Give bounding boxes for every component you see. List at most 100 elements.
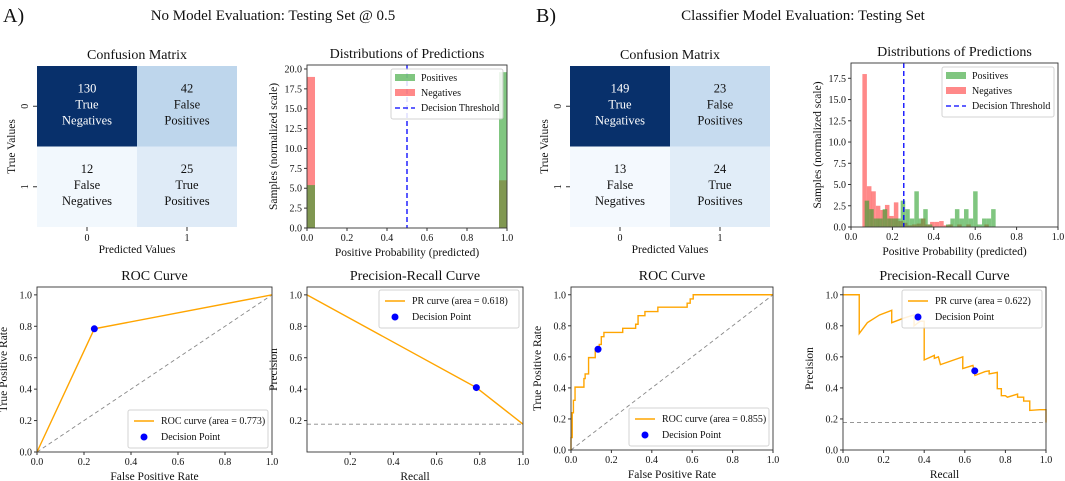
positives-bar bbox=[882, 209, 888, 227]
y-tick-label: 0.6 bbox=[20, 353, 33, 364]
y-tick-label: 12.5 bbox=[829, 116, 847, 127]
y-tick-label: 0.2 bbox=[20, 416, 33, 427]
cell-text: False bbox=[174, 97, 201, 111]
negatives-bar bbox=[966, 224, 971, 227]
negatives-bar bbox=[875, 205, 881, 227]
cell-text: Negatives bbox=[62, 113, 112, 127]
legend-label: Decision Point bbox=[935, 312, 994, 323]
positives-bar bbox=[982, 218, 987, 227]
x-tick-label: 0.6 bbox=[969, 232, 982, 243]
legend-label: PR curve (area = 0.622) bbox=[935, 296, 1031, 307]
y-tick-label: 1.0 bbox=[20, 290, 33, 301]
cell-text: 130 bbox=[78, 81, 97, 95]
negatives-bar bbox=[898, 221, 903, 227]
decision-point-legend-swatch bbox=[914, 313, 922, 321]
y-tick-label: 15.0 bbox=[829, 95, 847, 106]
chart-title: ROC Curve bbox=[121, 269, 188, 284]
negatives-bar bbox=[880, 210, 885, 227]
axes-frame bbox=[36, 286, 273, 453]
x-axis-label: Positive Probability (predicted) bbox=[882, 246, 1027, 258]
y-tick-label: 10.0 bbox=[829, 138, 847, 149]
y-tick-label: 0.2 bbox=[554, 414, 567, 425]
cell-text: 24 bbox=[714, 162, 727, 176]
legend-box bbox=[901, 289, 1043, 329]
y-tick-label: 0 bbox=[553, 104, 564, 109]
y-tick-label: 2.5 bbox=[834, 201, 847, 212]
matrix-cell bbox=[37, 66, 137, 147]
x-tick-label: 0.0 bbox=[837, 455, 850, 466]
positives-bar bbox=[891, 218, 897, 227]
x-axis-label: Recall bbox=[930, 469, 959, 481]
panel-a-title: No Model Evaluation: Testing Set @ 0.5 bbox=[151, 8, 396, 24]
x-tick-label: 0.2 bbox=[886, 232, 899, 243]
matrix-cell bbox=[670, 66, 770, 147]
negatives-legend-swatch bbox=[395, 89, 415, 96]
cell-text: False bbox=[607, 178, 634, 192]
chance-diagonal-line bbox=[570, 294, 774, 451]
y-tick-label: 0 bbox=[20, 104, 31, 109]
legend-label: PR curve (area = 0.618) bbox=[412, 296, 508, 307]
x-tick-label: 0.4 bbox=[381, 233, 394, 244]
cell-text: False bbox=[74, 178, 101, 192]
chart-title: Distributions of Predictions bbox=[330, 47, 485, 62]
y-axis-label: Samples (normalized scale) bbox=[812, 81, 824, 208]
y-axis-label: True Values bbox=[6, 119, 18, 174]
negatives-bar bbox=[884, 204, 890, 227]
positives-bar bbox=[991, 209, 996, 227]
legend-label: Negatives bbox=[421, 88, 461, 99]
y-axis-label: Precision bbox=[804, 347, 816, 390]
y-tick-label: 0.0 bbox=[834, 223, 847, 234]
x-tick-label: 0 bbox=[85, 233, 90, 244]
roc-curve-line bbox=[570, 294, 773, 450]
positives-bar bbox=[887, 218, 892, 227]
x-tick-label: 0.4 bbox=[125, 457, 138, 468]
positives-bar bbox=[968, 218, 974, 227]
positives-bar bbox=[878, 218, 883, 227]
cell-text: True bbox=[75, 97, 99, 111]
x-axis-label: Positive Probability (predicted) bbox=[335, 247, 480, 259]
cmA-chart: Confusion Matrix Predicted Values True Val… bbox=[6, 48, 237, 256]
y-tick-label: 0.6 bbox=[826, 352, 839, 363]
cell-text: Positives bbox=[164, 194, 209, 208]
axes-frame bbox=[306, 64, 508, 229]
x-tick-label: 0.8 bbox=[1010, 232, 1023, 243]
cell-text: Positives bbox=[697, 113, 742, 127]
positives-bar bbox=[950, 218, 955, 227]
matrix-cell bbox=[670, 146, 770, 227]
positives-legend-swatch bbox=[395, 74, 415, 81]
y-tick-label: 7.5 bbox=[834, 159, 847, 170]
x-axis-label: False Positive Rate bbox=[110, 471, 198, 481]
rocA-chart: ROC Curve False Positive Rate True Positiv… bbox=[0, 269, 278, 481]
pr-curve-line bbox=[843, 294, 1047, 423]
y-tick-label: 0.2 bbox=[826, 414, 839, 425]
cell-text: 149 bbox=[611, 81, 630, 95]
x-tick-label: 0.6 bbox=[172, 457, 185, 468]
negatives-bar bbox=[862, 74, 867, 227]
cell-text: 13 bbox=[614, 162, 627, 176]
cmB-chart: Confusion Matrix Predicted Values True Val… bbox=[539, 48, 770, 256]
chart-title: Precision-Recall Curve bbox=[350, 269, 480, 284]
cell-text: 25 bbox=[181, 162, 194, 176]
cell-text: 42 bbox=[181, 81, 194, 95]
cell-text: True bbox=[175, 178, 199, 192]
positives-bar bbox=[864, 200, 870, 227]
legend-label: ROC curve (area = 0.855) bbox=[662, 414, 766, 425]
chart-title: Confusion Matrix bbox=[87, 48, 187, 63]
decision-point-legend-swatch bbox=[391, 313, 399, 321]
positives-bar bbox=[954, 209, 960, 227]
y-tick-label: 2.5 bbox=[290, 204, 303, 215]
x-tick-label: 0.4 bbox=[918, 455, 931, 466]
y-tick-label: 0.8 bbox=[554, 321, 567, 332]
y-tick-label: 1.0 bbox=[826, 290, 839, 301]
prB-chart: Precision-Recall Curve Recall Precision 0.0… bbox=[804, 269, 1052, 481]
x-tick-label: 0.2 bbox=[78, 457, 91, 468]
negatives-bar bbox=[907, 225, 913, 227]
legend-box bbox=[390, 68, 504, 120]
x-tick-label: 0.8 bbox=[726, 455, 739, 466]
legend-box bbox=[127, 409, 269, 449]
positives-bar bbox=[909, 218, 915, 227]
chart-title: ROC Curve bbox=[639, 269, 706, 284]
x-tick-label: 0.8 bbox=[474, 457, 487, 468]
y-tick-label: 0.0 bbox=[826, 446, 839, 457]
y-axis-label: True Values bbox=[539, 119, 551, 174]
